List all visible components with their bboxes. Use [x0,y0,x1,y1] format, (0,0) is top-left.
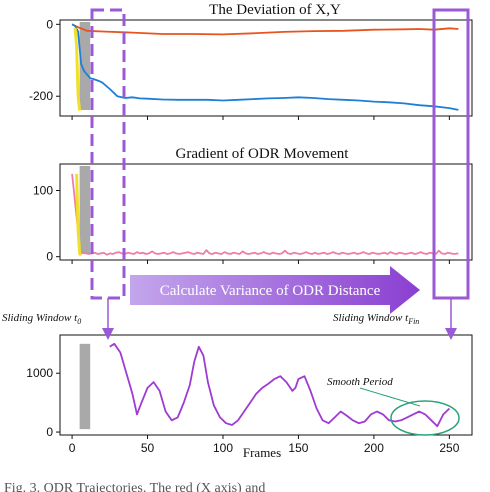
sliding-window-end-box [432,8,470,300]
chart1-ytick-label-1: -200 [29,89,53,103]
sliding-window-end-label: Sliding Window tFin [333,312,419,326]
chart1-series-1-line [71,23,459,111]
chart2-series-1-line [75,173,83,257]
chart3-xtick-label-1: 50 [141,441,155,455]
chart1-frame [59,19,473,117]
variance-banner-arrow [130,266,420,314]
chart3-xtick-label-2: 100 [213,441,233,455]
smooth-period-ellipse [390,400,460,436]
chart2-window-highlight [79,166,91,254]
chart3-ytick-label-0: 0 [46,425,53,439]
smooth-period-annotation: Smooth Period [327,376,393,388]
chart2-frame [59,163,473,261]
variance-banner-text: Calculate Variance of ODR Distance [160,283,381,299]
chart3-xtick-label-3: 150 [288,441,308,455]
figure-caption: Fig. 3. ODR Trajectories. The red (X axi… [4,481,265,492]
chart3-ytick-label-1: 1000 [26,366,53,380]
chart3-window-highlight [79,343,91,430]
chart2-title: Gradient of ODR Movement [176,146,350,162]
smooth-period-leader-line [359,387,421,407]
chart1-ytick-label-0: 0 [46,17,53,31]
chart3-xlabel: Frames [243,445,281,460]
chart1-series-0-line [71,23,459,36]
chart3-frame [59,334,473,436]
chart2-ytick-label-0: 0 [46,250,53,264]
chart1-window-highlight [79,22,91,110]
sliding-window-start-label: Sliding Window t0 [2,312,81,326]
chart3-xtick-label-4: 200 [364,441,384,455]
chart2-series-0-line [71,173,459,256]
chart1-title: The Deviation of X,Y [209,2,341,18]
chart3-xtick-label-0: 0 [69,441,76,455]
chart3-xtick-label-5: 250 [439,441,459,455]
chart3-series-0-line [109,342,451,428]
chart2-ytick-label-1: 100 [33,183,53,197]
chart1-series-2-line [73,27,82,111]
